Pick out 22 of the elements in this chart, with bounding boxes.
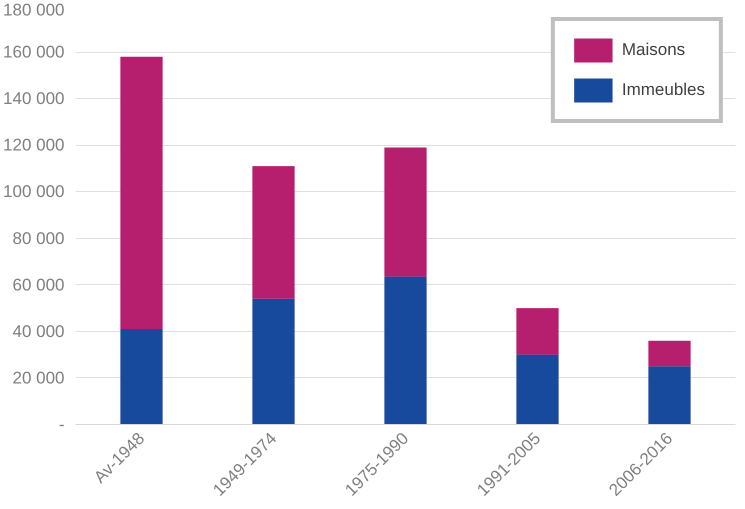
y-tick-label: 100 000 — [3, 182, 64, 202]
bar — [384, 147, 427, 277]
bar — [120, 329, 163, 424]
bar — [384, 276, 427, 424]
y-tick-label: 40 000 — [12, 322, 65, 341]
bar — [648, 340, 691, 366]
y-tick-label: 180 000 — [3, 0, 64, 20]
bar — [648, 366, 691, 424]
y-tick-label: 20 000 — [12, 368, 65, 388]
y-tick-label: 80 000 — [12, 228, 65, 248]
y-tick-label: - — [58, 415, 65, 434]
bar — [252, 166, 295, 299]
bar — [252, 298, 295, 424]
bar — [120, 56, 163, 330]
legend-label: Maisons — [622, 40, 686, 60]
legend-label: Immeubles — [622, 80, 705, 100]
y-tick-label: 120 000 — [3, 136, 64, 155]
bar — [516, 308, 559, 355]
y-tick-label: 60 000 — [12, 275, 65, 294]
y-tick-label: 140 000 — [3, 89, 64, 108]
bar — [516, 354, 559, 424]
y-tick-label: 160 000 — [3, 42, 64, 62]
